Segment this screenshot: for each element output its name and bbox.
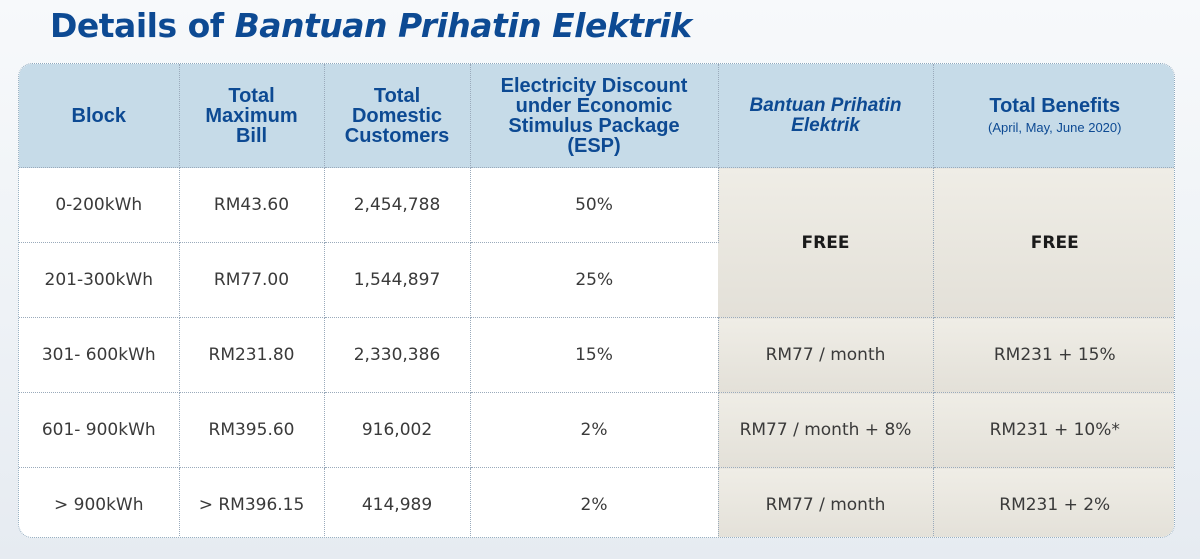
table-row: > 900kWh > RM396.15 414,989 2% RM77 / mo… xyxy=(19,467,1174,537)
cell-bantuan-prihatin: RM77 / month xyxy=(718,317,934,393)
cell-max-bill: RM231.80 xyxy=(179,317,325,393)
cell-block: > 900kWh xyxy=(19,467,180,537)
cell-total-benefits: RM231 + 2% xyxy=(933,467,1174,537)
table-row: 601- 900kWh RM395.60 916,002 2% RM77 / m… xyxy=(19,392,1174,468)
cell-bantuan-prihatin: RM77 / month xyxy=(718,467,934,537)
cell-esp-discount: 50% xyxy=(470,167,719,243)
cell-bantuan-prihatin-free: FREE xyxy=(718,167,934,318)
cell-esp-discount: 2% xyxy=(470,467,719,537)
column-header-esp-discount: Electricity Discount under Economic Stim… xyxy=(470,64,719,168)
cell-block: 601- 900kWh xyxy=(19,392,180,468)
cell-max-bill: RM77.00 xyxy=(179,242,325,318)
cell-customers: 414,989 xyxy=(324,467,471,537)
table-header-row: Block Total Maximum Bill Total Domestic … xyxy=(19,64,1174,168)
column-header-block: Block xyxy=(19,64,180,168)
table-row: 0-200kWh RM43.60 2,454,788 50% FREE FREE xyxy=(19,167,1174,318)
column-header-bantuan-prihatin: Bantuan Prihatin Elektrik xyxy=(718,64,934,168)
title-prefix: Details of xyxy=(50,6,235,45)
cell-max-bill: > RM396.15 xyxy=(179,467,325,537)
column-header-total-benefits: Total Benefits (April, May, June 2020) xyxy=(933,64,1174,168)
table-row: 201-300kWh RM77.00 1,544,897 25% xyxy=(19,242,1174,318)
total-benefits-period: (April, May, June 2020) xyxy=(988,119,1122,135)
cell-total-benefits-free: FREE xyxy=(933,167,1174,318)
cell-bantuan-prihatin: RM77 / month + 8% xyxy=(718,392,934,468)
cell-block: 201-300kWh xyxy=(19,242,180,318)
benefits-table-container: Block Total Maximum Bill Total Domestic … xyxy=(18,63,1175,538)
cell-total-benefits: RM231 + 15% xyxy=(933,317,1174,393)
cell-customers: 2,330,386 xyxy=(324,317,471,393)
column-header-max-bill: Total Maximum Bill xyxy=(179,64,325,168)
table-row: 301- 600kWh RM231.80 2,330,386 15% RM77 … xyxy=(19,317,1174,393)
cell-max-bill: RM43.60 xyxy=(179,167,325,243)
cell-esp-discount: 15% xyxy=(470,317,719,393)
cell-customers: 1,544,897 xyxy=(324,242,471,318)
cell-total-benefits: RM231 + 10%* xyxy=(933,392,1174,468)
cell-esp-discount: 2% xyxy=(470,392,719,468)
cell-max-bill: RM395.60 xyxy=(179,392,325,468)
benefits-table: Block Total Maximum Bill Total Domestic … xyxy=(19,64,1174,537)
cell-esp-discount: 25% xyxy=(470,242,718,318)
title-emphasis: Bantuan Prihatin Elektrik xyxy=(234,6,693,45)
cell-customers: 2,454,788 xyxy=(324,167,471,243)
cell-customers: 916,002 xyxy=(324,392,471,468)
cell-block: 301- 600kWh xyxy=(19,317,180,393)
cell-block: 0-200kWh xyxy=(19,167,180,243)
column-header-customers: Total Domestic Customers xyxy=(324,64,471,168)
page-title: Details of Bantuan Prihatin Elektrik xyxy=(50,6,692,45)
